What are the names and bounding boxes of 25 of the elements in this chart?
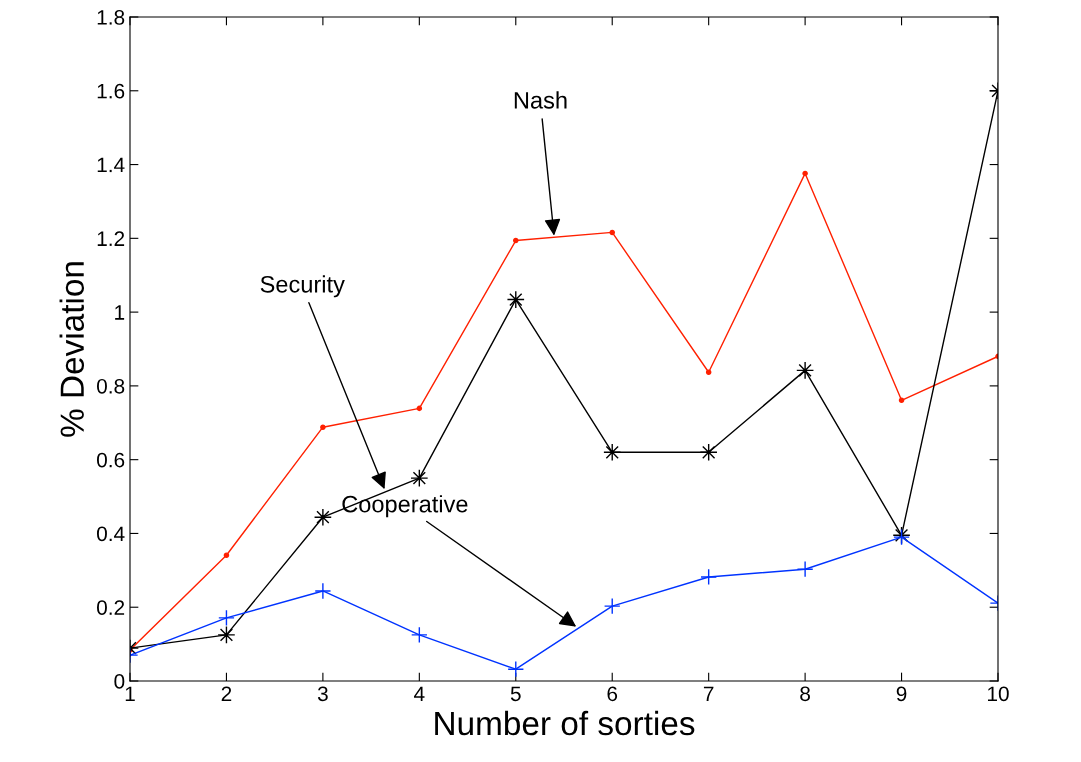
x-axis-title: Number of sorties: [435, 710, 695, 736]
y-tick-label: 1.8: [97, 10, 125, 25]
annotation: Cooperative: [342, 495, 468, 518]
y-tick-label: 1.6: [97, 83, 125, 99]
x-tick-label: 5: [510, 686, 521, 702]
y-tick-label: 0.2: [96, 600, 125, 615]
y-tick-label: 1.2: [97, 231, 125, 246]
x-tick-label: 8: [800, 686, 810, 702]
x-tick-label: 6: [607, 686, 618, 702]
x-tick-label: 1: [125, 686, 135, 701]
y-axis-title: % Deviation: [59, 262, 85, 437]
y-tick-label: 1.4: [97, 157, 125, 173]
y-tick-label: 0.8: [96, 378, 125, 394]
x-tick-label: 10: [988, 686, 1009, 702]
x-tick-label: 3: [317, 686, 328, 702]
annotation: Nash: [514, 91, 567, 109]
annotation: Security: [260, 275, 345, 298]
y-tick-label: 1: [115, 305, 125, 320]
x-tick-label: 9: [896, 686, 907, 702]
x-tick-label: 2: [221, 686, 232, 701]
y-tick-label: 0.4: [96, 526, 125, 542]
y-tick-label: 0: [114, 674, 125, 689]
x-tick-label: 4: [414, 686, 425, 701]
x-tick-label: 7: [703, 686, 714, 701]
y-tick-label: 0.6: [96, 452, 125, 468]
